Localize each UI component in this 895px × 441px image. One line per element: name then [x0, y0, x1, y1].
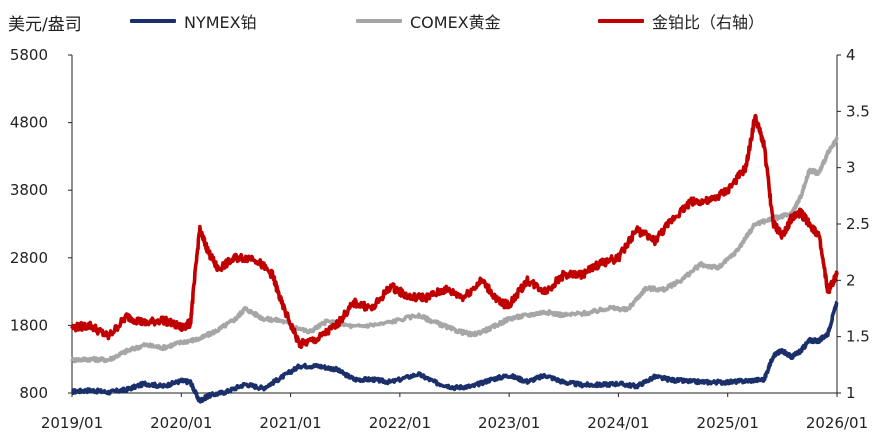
y-right-tick-label: 2.5 — [846, 215, 870, 233]
legend-item-comex-gold: COMEX黄金 — [356, 10, 501, 32]
y-left-tick-label: 1800 — [10, 316, 48, 334]
legend-item-gold-platinum-ratio: 金铂比（右轴） — [598, 10, 764, 32]
y-left-tick-label: 800 — [19, 384, 48, 402]
x-tick-label: 2020/01 — [150, 414, 212, 432]
x-tick-label: 2023/01 — [478, 414, 540, 432]
y-right-tick-label: 3.5 — [846, 102, 870, 120]
series-line-1 — [70, 136, 839, 364]
series-line-2 — [70, 113, 839, 349]
legend-label-comex-gold: COMEX黄金 — [410, 13, 501, 32]
y-right-tick-label: 2 — [846, 271, 856, 289]
x-tick-label: 2019/01 — [41, 414, 103, 432]
y-right-tick-label: 3 — [846, 159, 856, 177]
x-tick-label: 2025/01 — [697, 414, 759, 432]
y-left-tick-label: 5800 — [10, 46, 48, 64]
legend-label-gold-platinum-ratio: 金铂比（右轴） — [652, 13, 765, 32]
x-tick-label: 2021/01 — [259, 414, 321, 432]
y-right-tick-label: 1.5 — [846, 328, 870, 346]
chart-series — [70, 113, 839, 404]
y-right-tick-label: 4 — [846, 46, 856, 64]
chart-axes: 800 1800 2800 3800 4800 5800 1 1.5 2 2.5 3 3.5 4 2019… — [10, 46, 870, 432]
x-tick-label: 2026/01 — [806, 414, 868, 432]
legend-swatch-nymex-platinum — [130, 19, 176, 23]
y-left-tick-label: 2800 — [10, 249, 48, 267]
y-left-tick-label: 3800 — [10, 181, 48, 199]
y-right-tick-label: 1 — [846, 384, 856, 402]
x-tick-label: 2024/01 — [587, 414, 649, 432]
left-axis-unit-label: 美元/盎司 — [8, 15, 82, 35]
legend-swatch-gold-platinum-ratio — [598, 19, 644, 23]
series-line-0 — [71, 300, 839, 404]
y-left-tick-label: 4800 — [10, 114, 48, 132]
legend-swatch-comex-gold — [356, 19, 402, 23]
legend-label-nymex-platinum: NYMEX铂 — [184, 13, 257, 32]
legend-item-nymex-platinum: NYMEX铂 — [130, 10, 257, 32]
x-tick-label: 2022/01 — [369, 414, 431, 432]
